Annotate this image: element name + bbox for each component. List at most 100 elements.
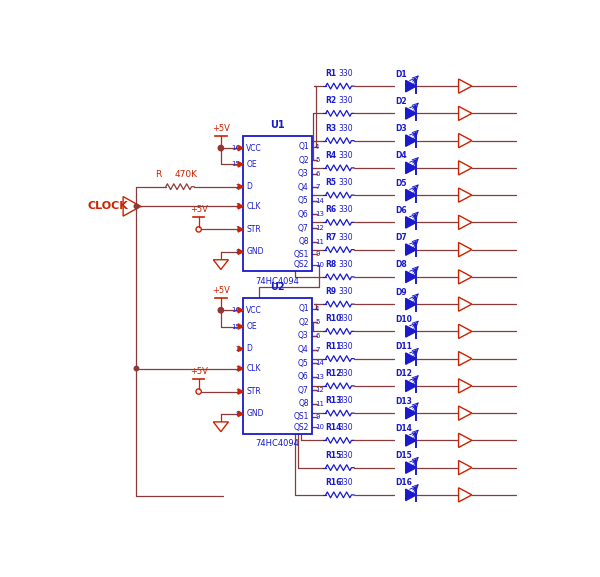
Circle shape — [218, 308, 223, 313]
Text: 8: 8 — [235, 249, 240, 254]
Text: R13: R13 — [325, 396, 341, 405]
Polygon shape — [458, 488, 472, 502]
Polygon shape — [406, 407, 416, 419]
Polygon shape — [458, 460, 472, 475]
Text: 3: 3 — [235, 365, 240, 372]
Polygon shape — [458, 215, 472, 230]
Text: R14: R14 — [325, 424, 341, 432]
Text: D13: D13 — [395, 396, 412, 406]
Text: VCC: VCC — [246, 306, 262, 314]
Polygon shape — [406, 380, 416, 392]
Text: D2: D2 — [395, 97, 407, 106]
Polygon shape — [458, 406, 472, 420]
Text: 13: 13 — [315, 374, 324, 380]
Text: U2: U2 — [270, 282, 285, 293]
Text: QS2: QS2 — [293, 260, 309, 269]
Text: 6: 6 — [315, 171, 320, 177]
Text: STR: STR — [246, 387, 261, 396]
Polygon shape — [458, 188, 472, 202]
Text: D15: D15 — [395, 451, 412, 460]
Text: 7: 7 — [315, 347, 320, 353]
Circle shape — [134, 204, 139, 208]
Text: 1: 1 — [235, 226, 240, 233]
Text: R8: R8 — [325, 260, 337, 269]
Polygon shape — [458, 379, 472, 393]
Text: 14: 14 — [315, 198, 324, 204]
Text: 13: 13 — [315, 212, 324, 218]
Text: QS1: QS1 — [293, 250, 309, 259]
Text: 330: 330 — [338, 178, 353, 187]
Text: D5: D5 — [395, 178, 407, 188]
Text: D12: D12 — [395, 369, 412, 379]
Text: Q6: Q6 — [298, 210, 309, 219]
Text: 5: 5 — [315, 320, 319, 325]
Text: R12: R12 — [325, 369, 341, 378]
Text: D1: D1 — [395, 70, 407, 78]
Text: 12: 12 — [315, 387, 324, 393]
Text: +5V: +5V — [190, 368, 208, 376]
Polygon shape — [406, 162, 416, 174]
Text: +5V: +5V — [212, 124, 230, 133]
Text: Q7: Q7 — [298, 385, 309, 395]
Text: Q3: Q3 — [298, 169, 309, 178]
Text: GND: GND — [246, 247, 263, 256]
Polygon shape — [238, 204, 243, 209]
Text: Q4: Q4 — [298, 345, 309, 354]
Polygon shape — [458, 433, 472, 448]
Text: 470K: 470K — [174, 170, 197, 179]
Text: 330: 330 — [338, 205, 353, 215]
Text: CLK: CLK — [246, 202, 260, 211]
Polygon shape — [406, 325, 416, 337]
Text: D7: D7 — [395, 233, 407, 242]
Polygon shape — [458, 133, 472, 148]
Polygon shape — [238, 411, 243, 417]
Text: VCC: VCC — [246, 144, 262, 152]
Text: 16: 16 — [231, 145, 240, 151]
Text: GND: GND — [246, 410, 263, 418]
Text: 10: 10 — [315, 262, 324, 268]
Text: 4: 4 — [315, 144, 319, 149]
Polygon shape — [406, 298, 416, 310]
Text: 74HC4094: 74HC4094 — [256, 439, 299, 448]
Text: 9: 9 — [315, 252, 320, 257]
Text: Q2: Q2 — [298, 318, 309, 327]
Text: 74HC4094: 74HC4094 — [256, 277, 299, 286]
Polygon shape — [458, 79, 472, 93]
Polygon shape — [406, 353, 416, 364]
Text: 6: 6 — [315, 333, 320, 339]
Polygon shape — [214, 422, 229, 432]
Polygon shape — [406, 217, 416, 228]
Text: 2: 2 — [236, 346, 240, 352]
Polygon shape — [458, 351, 472, 366]
Polygon shape — [238, 145, 243, 151]
Text: 12: 12 — [315, 225, 324, 231]
Polygon shape — [406, 489, 416, 501]
Text: 3: 3 — [235, 203, 240, 209]
Polygon shape — [406, 189, 416, 201]
Text: R: R — [155, 170, 161, 179]
Text: Q3: Q3 — [298, 332, 309, 340]
Text: 330: 330 — [338, 123, 353, 133]
Text: Q6: Q6 — [298, 372, 309, 381]
Text: D: D — [246, 182, 252, 191]
Text: 2: 2 — [236, 183, 240, 190]
Text: +5V: +5V — [212, 286, 230, 295]
FancyBboxPatch shape — [243, 136, 312, 271]
Polygon shape — [238, 308, 243, 313]
Circle shape — [218, 146, 223, 150]
Text: R5: R5 — [325, 178, 336, 187]
Polygon shape — [458, 270, 472, 284]
Text: Q2: Q2 — [298, 156, 309, 165]
Text: CLK: CLK — [246, 364, 260, 373]
Text: Q1: Q1 — [298, 305, 309, 313]
Polygon shape — [406, 434, 416, 446]
Text: D14: D14 — [395, 424, 412, 433]
Polygon shape — [238, 324, 243, 329]
Text: R1: R1 — [325, 69, 337, 78]
Text: 8: 8 — [235, 411, 240, 417]
Text: R16: R16 — [325, 478, 341, 487]
Text: 9: 9 — [315, 414, 320, 419]
Text: R6: R6 — [325, 205, 337, 215]
Text: 11: 11 — [315, 401, 324, 407]
Text: R15: R15 — [325, 451, 341, 460]
